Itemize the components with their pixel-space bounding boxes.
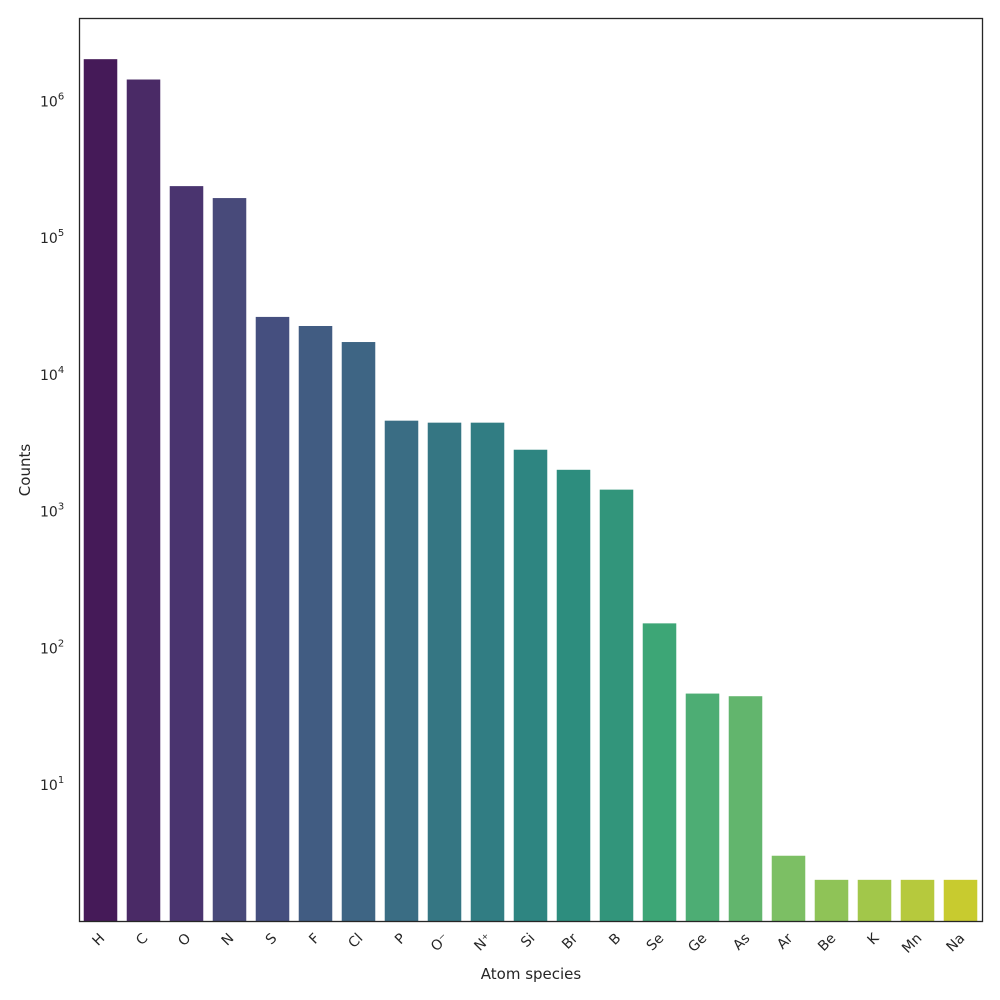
bar-O⁻ (427, 422, 462, 921)
bar-C (126, 79, 161, 921)
x-axis-label: Atom species (481, 965, 582, 983)
bar-S (255, 316, 290, 921)
bar-O (169, 186, 204, 922)
y-tick-labels: 101 102 103 104 105 106 (40, 91, 64, 794)
bar-Br (556, 469, 591, 921)
y-tick-label: 102 (40, 638, 64, 657)
x-tick-label: Ar (774, 930, 796, 952)
x-tick-label: B (606, 931, 624, 949)
x-tick-label: O⁻ (428, 931, 452, 955)
x-tick-label: K (865, 930, 883, 948)
y-tick-label: 103 (40, 502, 64, 521)
bar-Si (513, 449, 548, 921)
bar-H (83, 59, 118, 922)
x-tick-label: Si (518, 931, 538, 951)
bar-Ar (771, 855, 806, 921)
x-tick-label: As (730, 931, 753, 954)
plot-frame (78, 17, 984, 923)
bar-Cl (341, 342, 376, 921)
x-tick-labels: H C O N S F Cl P O⁻ N⁺ Si Br B Se Ge As Ar Be K Mn Na (90, 930, 969, 957)
y-tick-label: 106 (40, 91, 64, 110)
bar-K (857, 879, 892, 921)
x-tick-label: Mn (899, 931, 925, 957)
x-tick-label: P (392, 931, 409, 948)
bar-P (384, 420, 419, 921)
bar-N (212, 198, 247, 921)
x-tick-label: S (263, 930, 281, 948)
y-tick-label: 101 (40, 775, 64, 794)
x-tick-label: Br (559, 930, 581, 952)
x-tick-label: H (90, 931, 109, 950)
bar-Na (943, 879, 978, 921)
x-tick-label: N (219, 931, 238, 950)
bar-B (599, 489, 634, 921)
y-tick-label: 104 (40, 365, 64, 384)
y-axis-label: Counts (16, 444, 34, 497)
bar-Ge (685, 693, 720, 921)
bar-N⁺ (470, 422, 505, 921)
x-tick-label: F (306, 931, 323, 948)
bars (83, 59, 978, 922)
bar-Be (814, 879, 849, 921)
x-tick-label: Cl (345, 931, 366, 952)
y-tick-label: 105 (40, 228, 64, 247)
bar-Mn (900, 879, 935, 921)
x-tick-label: Be (815, 931, 839, 955)
bar-F (298, 325, 333, 921)
bar-As (728, 696, 763, 921)
x-tick-label: O (175, 931, 194, 950)
x-tick-label: C (133, 930, 151, 948)
x-tick-label: Ge (685, 931, 710, 956)
x-tick-label: Se (644, 931, 668, 955)
x-tick-label: N⁺ (471, 931, 495, 955)
x-tick-label: Na (944, 931, 969, 956)
bar-Se (642, 623, 677, 921)
